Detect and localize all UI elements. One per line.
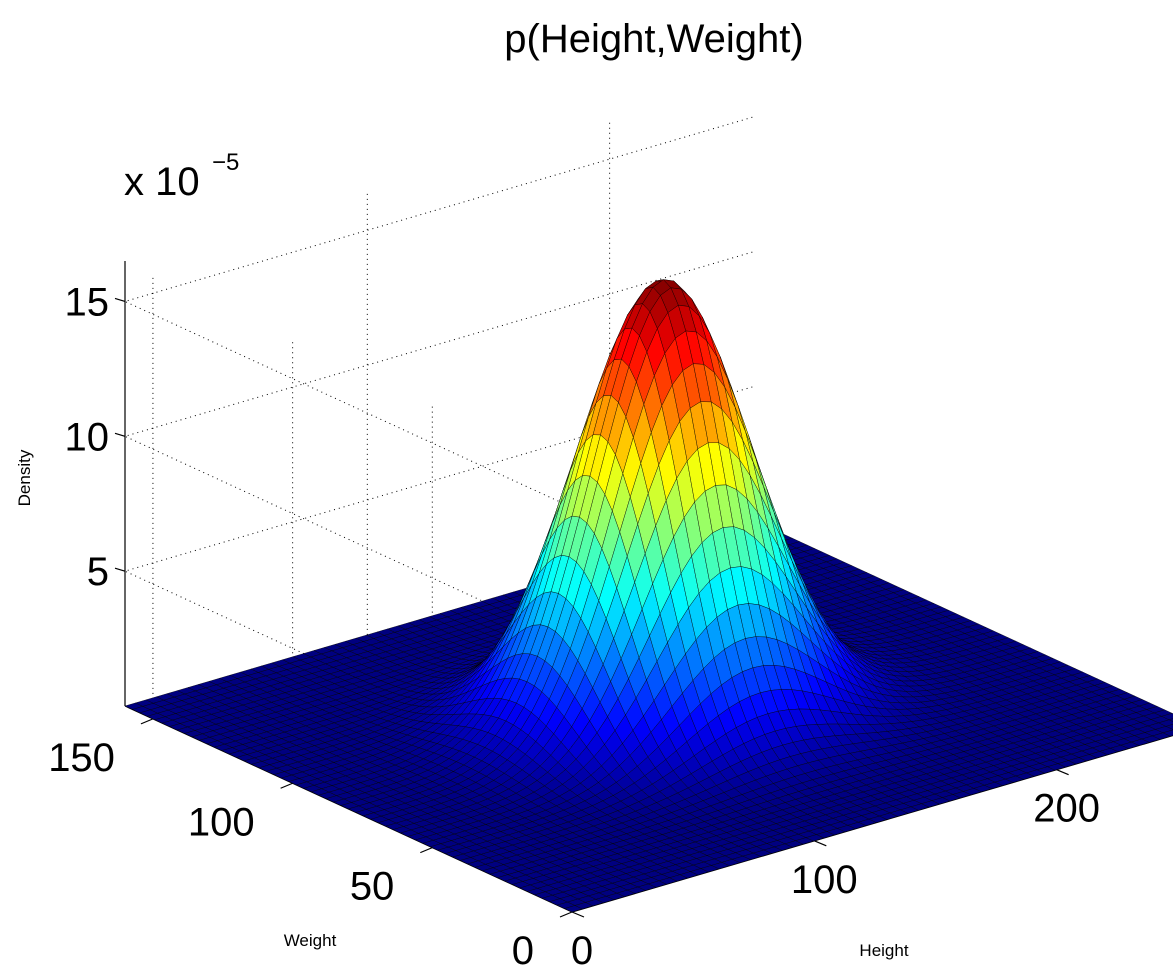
z-tick-label: 5 xyxy=(87,550,109,594)
x-tick-mark xyxy=(1056,769,1069,776)
surface-patch xyxy=(1162,729,1173,737)
density-surface xyxy=(124,279,1173,913)
z-multiplier-exponent: −5 xyxy=(212,149,239,176)
y-tick-label: 150 xyxy=(48,736,115,780)
surface-patch xyxy=(1161,713,1173,721)
z-multiplier: x 10 xyxy=(124,160,200,204)
x-tick-label: 200 xyxy=(1033,787,1100,831)
x-axis-label: Height xyxy=(859,941,908,960)
tick-labels: 0 100 200 0 50 100 150 5 10 15 xyxy=(48,280,1100,973)
x-tick-mark xyxy=(571,911,585,918)
x-tick-mark xyxy=(814,840,827,847)
y-tick-mark xyxy=(420,847,433,854)
z-tick-label: 15 xyxy=(65,280,110,324)
x-tick-label: 100 xyxy=(791,858,858,902)
surface-patch xyxy=(1165,724,1173,730)
y-tick-mark xyxy=(280,782,293,789)
surface-patch xyxy=(1168,718,1173,722)
chart-title: p(Height,Weight) xyxy=(504,17,803,61)
y-axis-label: Weight xyxy=(284,931,337,950)
x-tick-label: 0 xyxy=(571,929,593,973)
z-axis-label: Density xyxy=(15,449,34,506)
z-tick-label: 10 xyxy=(65,415,110,459)
y-tick-mark xyxy=(140,718,154,725)
z-tick-mark xyxy=(114,297,126,303)
y-tick-label: 100 xyxy=(188,800,255,844)
y-tick-label: 50 xyxy=(350,865,395,909)
z-tick-mark xyxy=(114,567,126,572)
z-tick-mark xyxy=(114,432,126,437)
y-tick-mark xyxy=(559,911,573,918)
y-tick-label: 0 xyxy=(512,929,534,973)
